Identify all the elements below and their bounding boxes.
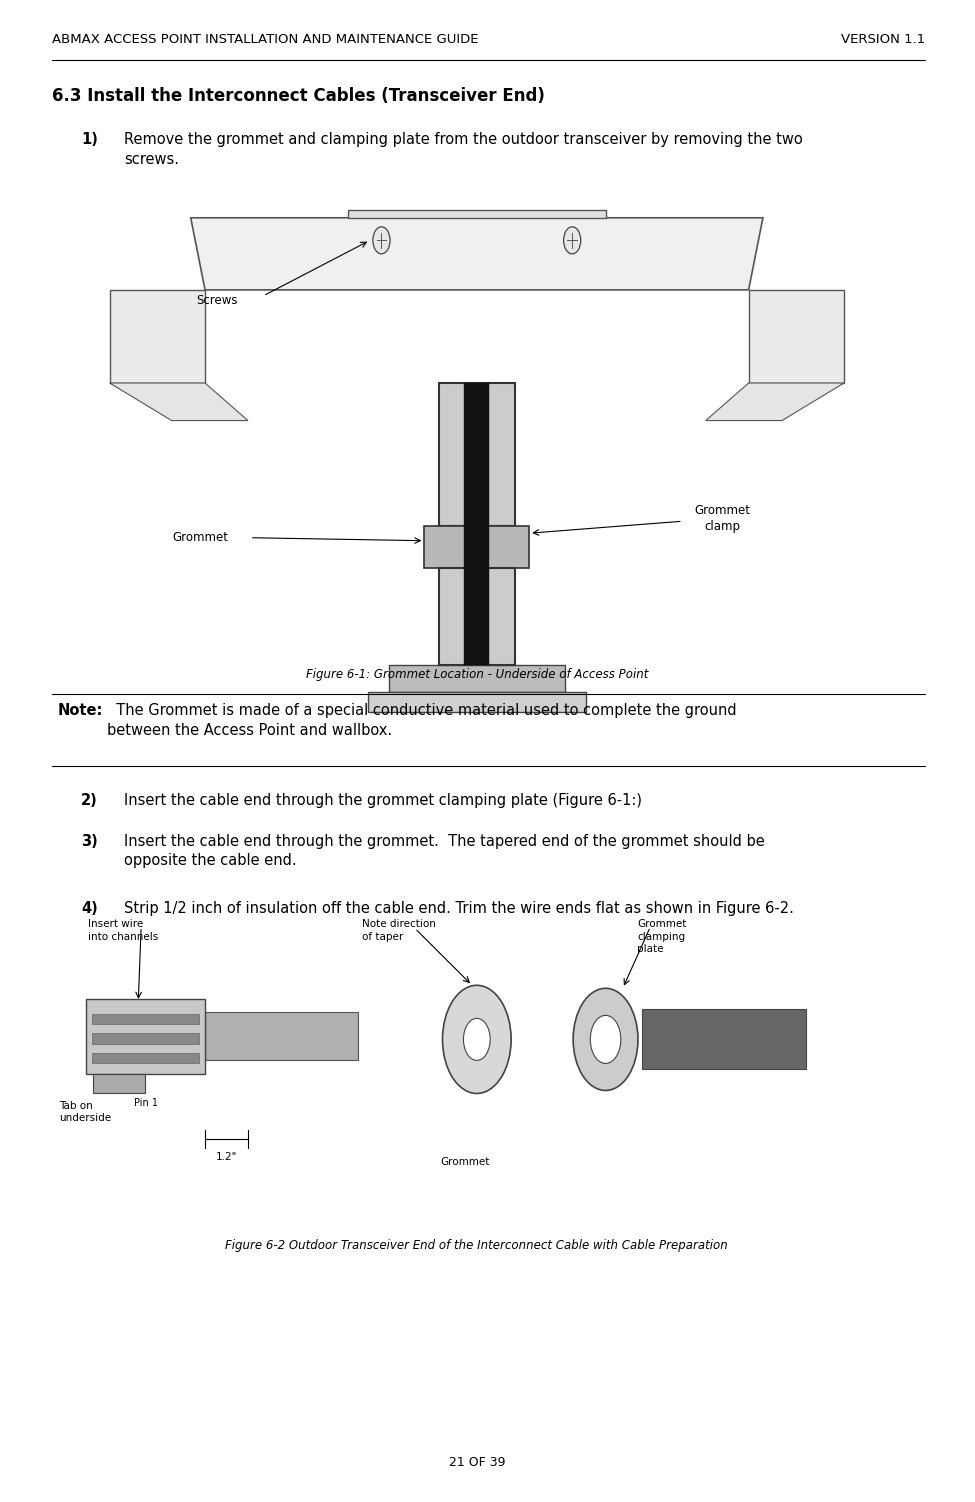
Polygon shape bbox=[109, 290, 205, 383]
Polygon shape bbox=[389, 665, 565, 692]
Text: Grommet
clamping
plate: Grommet clamping plate bbox=[637, 919, 686, 954]
Polygon shape bbox=[464, 383, 489, 526]
Text: Insert the cable end through the grommet clamping plate (Figure 6-1:): Insert the cable end through the grommet… bbox=[124, 793, 642, 808]
Text: 3): 3) bbox=[81, 834, 98, 849]
Text: Note:: Note: bbox=[58, 703, 102, 718]
Text: VERSION 1.1: VERSION 1.1 bbox=[840, 33, 925, 47]
Polygon shape bbox=[109, 383, 248, 421]
Circle shape bbox=[372, 227, 390, 254]
Text: Figure 6-1: Grommet Location - Underside of Access Point: Figure 6-1: Grommet Location - Underside… bbox=[305, 668, 648, 682]
Text: 1.2": 1.2" bbox=[215, 1152, 237, 1163]
Polygon shape bbox=[749, 290, 844, 383]
Text: Remove the grommet and clamping plate from the outdoor transceiver by removing t: Remove the grommet and clamping plate fr… bbox=[124, 132, 802, 167]
Polygon shape bbox=[439, 568, 515, 665]
Text: Grommet
clamp: Grommet clamp bbox=[695, 503, 751, 533]
Ellipse shape bbox=[590, 1015, 621, 1063]
Ellipse shape bbox=[463, 1018, 490, 1060]
Polygon shape bbox=[348, 210, 605, 218]
Ellipse shape bbox=[573, 988, 638, 1090]
Text: Grommet: Grommet bbox=[441, 1157, 490, 1167]
Text: Screws: Screws bbox=[197, 294, 238, 306]
Text: Tab on
underside: Tab on underside bbox=[59, 1101, 111, 1123]
Polygon shape bbox=[92, 1033, 199, 1044]
Text: 1): 1) bbox=[81, 132, 98, 147]
Polygon shape bbox=[706, 383, 844, 421]
Polygon shape bbox=[191, 218, 762, 290]
Text: Insert wire
into channels: Insert wire into channels bbox=[88, 919, 158, 942]
Text: ABMAX ACCESS POINT INSTALLATION AND MAINTENANCE GUIDE: ABMAX ACCESS POINT INSTALLATION AND MAIN… bbox=[53, 33, 479, 47]
Polygon shape bbox=[424, 526, 529, 568]
Text: Strip 1/2 inch of insulation off the cable end. Trim the wire ends flat as shown: Strip 1/2 inch of insulation off the cab… bbox=[124, 901, 794, 916]
Circle shape bbox=[564, 227, 581, 254]
Polygon shape bbox=[86, 999, 205, 1074]
Text: The Grommet is made of a special conductive material used to complete the ground: The Grommet is made of a special conduct… bbox=[107, 703, 736, 737]
Polygon shape bbox=[92, 1014, 199, 1024]
Text: 6.3 Install the Interconnect Cables (Transceiver End): 6.3 Install the Interconnect Cables (Tra… bbox=[53, 87, 545, 105]
Text: 2): 2) bbox=[81, 793, 98, 808]
Text: Insert the cable end through the grommet.  The tapered end of the grommet should: Insert the cable end through the grommet… bbox=[124, 834, 764, 868]
Polygon shape bbox=[439, 383, 515, 526]
Text: Note direction
of taper: Note direction of taper bbox=[363, 919, 436, 942]
Text: 4): 4) bbox=[81, 901, 98, 916]
Text: Grommet: Grommet bbox=[173, 532, 228, 544]
Text: Figure 6-2 Outdoor Transceiver End of the Interconnect Cable with Cable Preparat: Figure 6-2 Outdoor Transceiver End of th… bbox=[225, 1239, 728, 1253]
Polygon shape bbox=[642, 1009, 805, 1069]
Polygon shape bbox=[94, 1074, 145, 1093]
Ellipse shape bbox=[443, 985, 511, 1093]
Polygon shape bbox=[464, 568, 489, 665]
Text: 21 OF 39: 21 OF 39 bbox=[448, 1455, 505, 1469]
Polygon shape bbox=[464, 526, 489, 568]
Polygon shape bbox=[369, 692, 586, 712]
Polygon shape bbox=[205, 1012, 358, 1060]
Text: Pin 1: Pin 1 bbox=[134, 1098, 158, 1108]
Polygon shape bbox=[92, 1053, 199, 1063]
